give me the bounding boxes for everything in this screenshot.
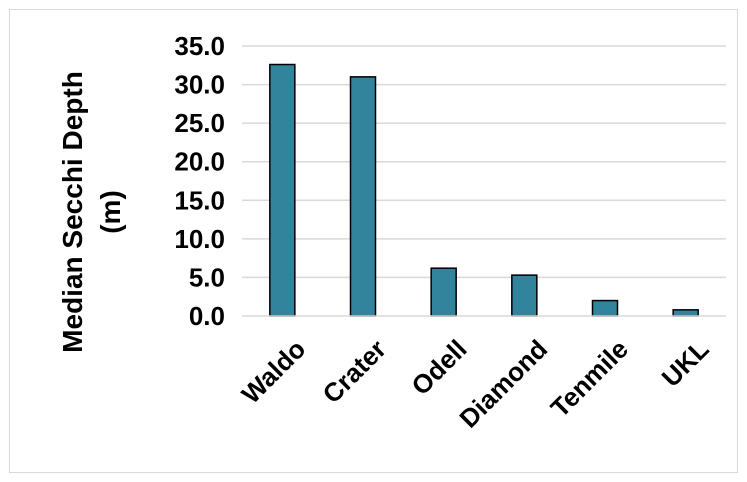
y-axis-tick-labels: 0.0 5.0 10.0 15.0 20.0 25.0 30.0 35.0 xyxy=(174,31,225,331)
bar-diamond xyxy=(511,274,538,317)
y-tick-label: 5.0 xyxy=(189,262,225,292)
y-tick-label: 10.0 xyxy=(174,224,225,254)
y-axis-title-line-1: Median Secchi Depth xyxy=(57,71,88,353)
y-tick-label: 25.0 xyxy=(174,108,225,138)
bars xyxy=(269,63,699,317)
bar-ukl xyxy=(672,309,699,317)
bar-tenmile xyxy=(591,299,619,317)
y-tick-label: 15.0 xyxy=(174,185,225,215)
bar-crater xyxy=(349,76,377,317)
bar-odell xyxy=(430,267,457,317)
bar-waldo xyxy=(269,63,296,317)
y-tick-label: 0.0 xyxy=(189,301,225,331)
y-tick-label: 30.0 xyxy=(174,70,225,100)
gridlines xyxy=(242,45,726,279)
y-tick-label: 20.0 xyxy=(174,147,225,177)
y-tick-label: 35.0 xyxy=(174,31,225,61)
y-axis-title-line-2: (m) xyxy=(95,190,126,234)
